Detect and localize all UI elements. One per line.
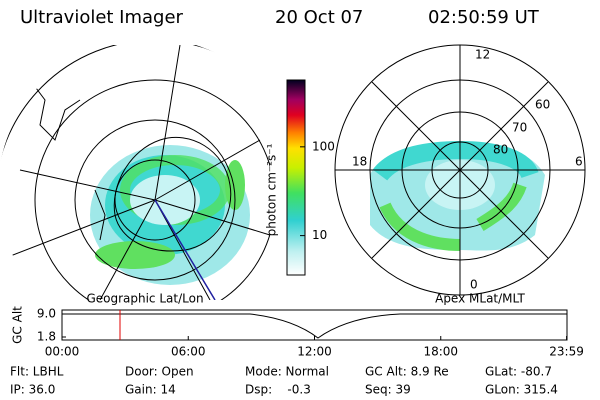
date: 20 Oct 07	[275, 7, 363, 28]
lat-label: 80	[493, 143, 508, 157]
mlt-label: 0	[470, 278, 478, 292]
info-field: GC Alt: 8.9 Re	[365, 365, 449, 379]
left-map	[0, 45, 270, 300]
colorbar-tick-label: 10	[312, 228, 327, 242]
mlt-label: 18	[352, 155, 367, 169]
alt-xtick-label: 00:00	[45, 345, 80, 359]
alt-ytick-label: 1.8	[37, 330, 56, 344]
lat-label: 70	[512, 121, 527, 135]
colorbar-tick-label: 100	[312, 139, 335, 153]
alt-xtick-label: 06:00	[171, 345, 206, 359]
right-map	[334, 44, 586, 296]
mlt-label: 12	[475, 48, 490, 62]
alt-curve	[62, 313, 567, 339]
right-map-label: Apex MLat/MLT	[435, 292, 525, 306]
info-field: IP: 36.0	[10, 383, 55, 397]
info-field: Seq: 39	[365, 383, 411, 397]
left-map-label: Geographic Lat/Lon	[86, 292, 203, 306]
alt-xtick-label: 12:00	[297, 345, 332, 359]
alt-ylabel: GC Alt	[11, 306, 25, 344]
alt-ytick-label: 9.0	[37, 307, 56, 321]
title: Ultraviolet Imager	[20, 7, 184, 28]
info-field: GLon: 315.4	[485, 383, 558, 397]
info-field: GLat: -80.7	[485, 365, 552, 379]
mlt-label: 6	[575, 155, 583, 169]
colorbar-label: photon cm⁻²s⁻¹	[265, 143, 279, 236]
info-field: Flt: LBHL	[10, 365, 64, 379]
time: 02:50:59 UT	[428, 7, 540, 28]
info-field: Gain: 14	[125, 383, 176, 397]
info-field: Mode: Normal	[245, 365, 329, 379]
alt-xtick-label: 23:59	[549, 345, 584, 359]
alt-xtick-label: 18:00	[423, 345, 458, 359]
info-field: Dsp: -0.3	[245, 383, 311, 397]
info-field: Door: Open	[125, 365, 194, 379]
colorbar	[286, 79, 306, 276]
lat-label: 60	[535, 98, 550, 112]
